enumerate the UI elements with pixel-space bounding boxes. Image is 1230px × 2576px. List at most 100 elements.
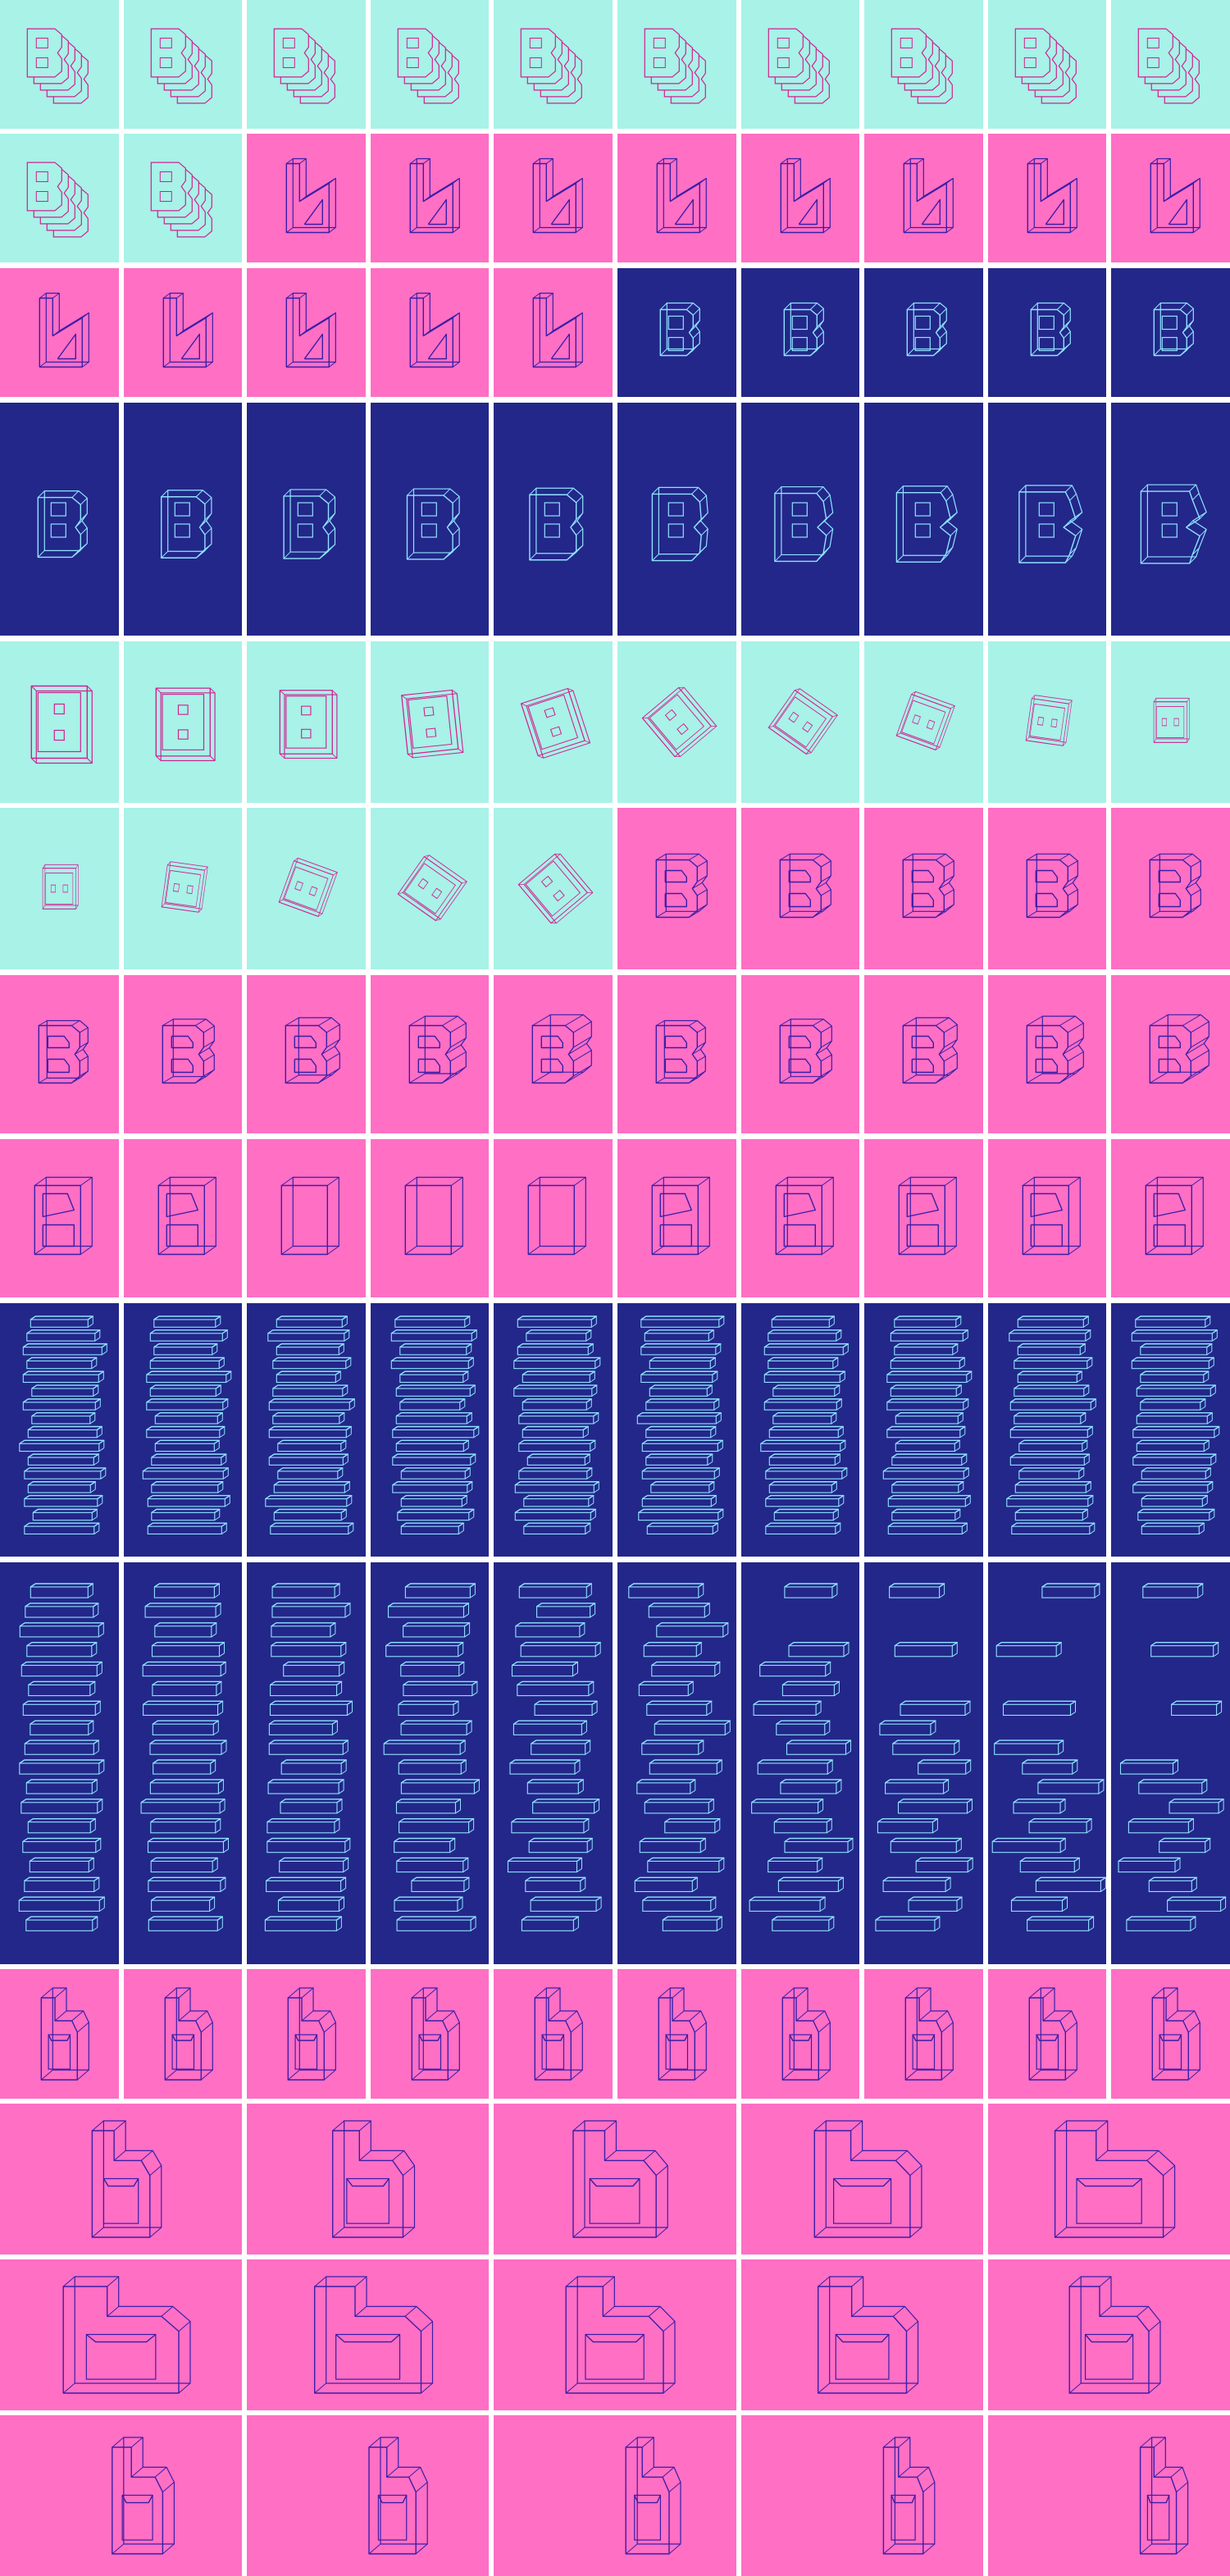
- letter-drawing: [895, 691, 955, 751]
- tile-row-7: [0, 975, 1230, 1133]
- frame-tile: [617, 1562, 736, 1964]
- letter-drawing: [1153, 302, 1195, 357]
- frame-tile: [740, 268, 860, 397]
- frame-tile: [494, 808, 613, 969]
- tile-row-11: [0, 1969, 1230, 2099]
- letter-drawing: [287, 1987, 337, 2081]
- frame-tile: [617, 1139, 736, 1297]
- letter-drawing: [658, 1987, 707, 2081]
- letter-drawing: [19, 1315, 107, 1534]
- frame-tile: [247, 2104, 490, 2255]
- frame-tile: [864, 1303, 983, 1557]
- letter-drawing: [991, 1583, 1106, 1931]
- frame-tile: [494, 2415, 736, 2576]
- frame-tile: [370, 403, 490, 636]
- letter-drawing: [273, 28, 336, 104]
- frame-tile: [123, 808, 243, 969]
- letter-drawing: [1014, 28, 1077, 104]
- letter-drawing: [656, 157, 707, 234]
- frame-tile: [987, 975, 1107, 1133]
- letter-drawing: [1118, 1583, 1227, 1931]
- letter-drawing: [390, 1315, 480, 1534]
- letter-drawing: [155, 687, 216, 762]
- letter-drawing: [813, 2120, 922, 2238]
- frame-tile: [247, 975, 366, 1133]
- frame-tile: [617, 134, 736, 262]
- frame-tile: [247, 1303, 366, 1557]
- frame-tile: [247, 134, 366, 262]
- frame-tile: [0, 268, 119, 397]
- frame-tile: [1111, 268, 1230, 397]
- letter-drawing: [1149, 1014, 1210, 1084]
- letter-drawing: [280, 1176, 340, 1256]
- frame-tile: [617, 1303, 736, 1557]
- frame-tile: [987, 1303, 1107, 1557]
- letter-drawing: [1145, 1176, 1205, 1256]
- tile-row-4: [0, 403, 1230, 636]
- letter-drawing: [40, 1987, 89, 2081]
- letter-drawing: [406, 488, 460, 560]
- frame-tile: [0, 641, 119, 803]
- letter-drawing: [898, 1176, 958, 1256]
- letter-drawing: [532, 292, 584, 368]
- frame-tile: [740, 134, 860, 262]
- letter-drawing: [265, 1583, 353, 1931]
- letter-drawing: [1139, 2437, 1188, 2555]
- letter-drawing: [625, 2437, 681, 2555]
- frame-tile: [247, 268, 366, 397]
- letter-drawing: [1068, 2276, 1161, 2394]
- letter-drawing: [278, 857, 338, 918]
- frame-tile: [740, 641, 860, 803]
- frame-tile: [1111, 403, 1230, 636]
- frame-tile: [370, 808, 490, 969]
- frame-tile: [987, 1562, 1107, 1964]
- letter-drawing: [783, 302, 824, 357]
- frame-tile: [1111, 1969, 1230, 2099]
- letter-drawing: [39, 292, 89, 368]
- letter-drawing: [779, 1019, 832, 1084]
- frame-tile: [123, 0, 243, 129]
- frame-tile: [123, 975, 243, 1133]
- frame-tile: [740, 2259, 983, 2410]
- frame-tile: [617, 641, 736, 803]
- letter-drawing: [62, 2276, 191, 2394]
- frame-tile: [0, 2259, 243, 2410]
- frame-tile: [0, 1969, 119, 2099]
- frame-tile: [123, 268, 243, 397]
- letter-drawing: [875, 1583, 974, 1931]
- letter-drawing: [768, 28, 830, 104]
- letter-drawing: [779, 853, 831, 919]
- letter-drawing: [112, 2437, 175, 2555]
- letter-drawing: [285, 157, 337, 234]
- frame-tile: [987, 403, 1107, 636]
- frame-tile: [987, 1969, 1107, 2099]
- frame-tile: [494, 1562, 613, 1964]
- letter-drawing: [655, 1019, 706, 1084]
- frame-tile: [740, 2415, 983, 2576]
- letter-drawing: [1054, 2120, 1175, 2238]
- frame-tile: [864, 975, 983, 1133]
- frame-tile: [123, 134, 243, 262]
- letter-drawing: [902, 853, 955, 919]
- frame-tile: [740, 1969, 860, 2099]
- frame-tile: [1111, 1303, 1230, 1557]
- letter-drawing: [383, 1583, 480, 1931]
- frame-tile: [1111, 1139, 1230, 1297]
- letter-drawing: [521, 28, 583, 104]
- frame-tile: [987, 134, 1107, 262]
- letter-drawing: [775, 1176, 834, 1256]
- frame-tile: [123, 403, 243, 636]
- letter-drawing: [160, 490, 212, 559]
- letter-drawing: [162, 1019, 215, 1084]
- frame-tile: [0, 403, 119, 636]
- letter-drawing: [157, 1176, 216, 1256]
- frame-tile: [740, 0, 860, 129]
- frame-tile: [247, 1139, 366, 1297]
- letter-drawing: [411, 1987, 460, 2081]
- frame-tile: [740, 2104, 983, 2255]
- letter-drawing: [1027, 157, 1077, 234]
- frame-tile: [740, 808, 860, 969]
- frame-tile: [987, 2259, 1230, 2410]
- frame-tile: [617, 808, 736, 969]
- letter-drawing: [759, 1315, 849, 1534]
